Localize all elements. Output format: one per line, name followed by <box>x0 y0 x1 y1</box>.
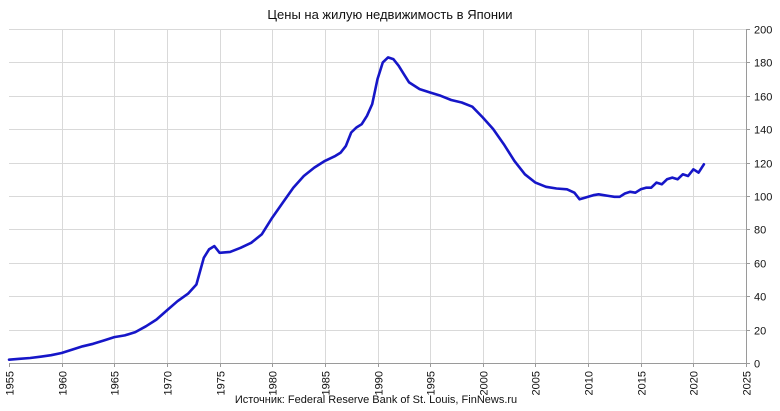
x-tick-label: 1970 <box>163 371 175 395</box>
x-tick-label: 1980 <box>268 371 280 395</box>
y-tick-label: 60 <box>754 259 766 271</box>
x-tick-label: 1995 <box>426 371 438 395</box>
series-layer <box>7 56 706 361</box>
series-line-0 <box>7 56 706 361</box>
x-tick-label: 1960 <box>58 371 70 395</box>
x-tick-label: 1975 <box>216 371 228 395</box>
y-tick-label: 180 <box>754 58 772 70</box>
x-tick-label: 1955 <box>5 371 17 395</box>
x-tick-label: 2020 <box>689 371 701 395</box>
y-tick-label: 160 <box>754 92 772 104</box>
y-tick-label: 200 <box>754 25 772 37</box>
x-tick-label: 1985 <box>321 371 333 395</box>
chart-title: Цены на жилую недвижимость в Японии <box>267 7 512 22</box>
y-tick-label: 40 <box>754 292 766 304</box>
x-tick-label: 2010 <box>584 371 596 395</box>
source-label: Источник: Federal Reserve Bank of St. Lo… <box>235 394 517 406</box>
x-tick-label: 2025 <box>742 371 754 395</box>
x-tick-label: 2015 <box>637 371 649 395</box>
y-tick-label: 140 <box>754 125 772 137</box>
y-tick-label: 80 <box>754 225 766 237</box>
grid-layer <box>9 29 746 363</box>
y-tick-label: 20 <box>754 326 766 338</box>
y-tick-label: 120 <box>754 159 772 171</box>
x-tick-label: 2005 <box>531 371 543 395</box>
x-tick-label: 2000 <box>479 371 491 395</box>
x-tick-label: 1990 <box>374 371 386 395</box>
axis-layer: 0 20 40 60 80 100 120 140 160 180 200 1955 1960 1965 1… <box>5 25 773 396</box>
y-tick-label: 0 <box>754 359 760 371</box>
x-tick-label: 1965 <box>110 371 122 395</box>
y-tick-label: 100 <box>754 192 772 204</box>
